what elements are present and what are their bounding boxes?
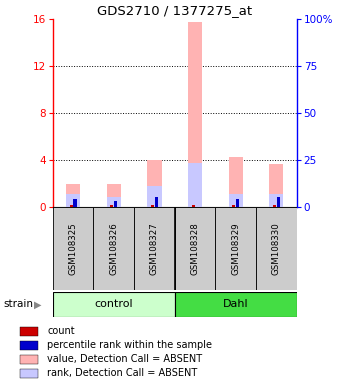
Text: GSM108330: GSM108330 <box>272 222 281 275</box>
Bar <box>216 207 256 290</box>
Bar <box>228 157 243 207</box>
Bar <box>20 355 38 364</box>
Bar <box>256 207 297 290</box>
Bar <box>228 194 243 207</box>
Text: Dahl: Dahl <box>223 299 249 310</box>
Bar <box>53 207 93 290</box>
Text: GSM108325: GSM108325 <box>69 222 78 275</box>
Bar <box>66 194 80 207</box>
Text: GSM108326: GSM108326 <box>109 222 118 275</box>
Bar <box>147 186 162 207</box>
Bar <box>269 194 283 207</box>
Bar <box>20 341 38 350</box>
Title: GDS2710 / 1377275_at: GDS2710 / 1377275_at <box>97 3 252 17</box>
Bar <box>74 199 77 207</box>
Bar <box>107 184 121 207</box>
Text: GSM108328: GSM108328 <box>191 222 199 275</box>
Text: GSM108329: GSM108329 <box>231 222 240 275</box>
Text: strain: strain <box>3 299 33 310</box>
Bar <box>20 327 38 336</box>
Bar <box>110 205 114 207</box>
Bar <box>273 205 276 207</box>
Bar <box>236 199 239 207</box>
Bar <box>175 207 216 290</box>
Text: percentile rank within the sample: percentile rank within the sample <box>47 340 212 350</box>
Bar <box>188 163 202 207</box>
Bar <box>134 207 175 290</box>
Bar <box>20 369 38 377</box>
Bar <box>188 22 202 207</box>
Bar <box>269 164 283 207</box>
Bar <box>147 161 162 207</box>
Bar <box>93 207 134 290</box>
Bar <box>70 205 73 207</box>
Bar <box>175 292 297 317</box>
Text: control: control <box>94 299 133 310</box>
Bar <box>107 197 121 207</box>
Bar <box>155 197 158 207</box>
Bar <box>66 184 80 207</box>
Text: ▶: ▶ <box>34 299 42 310</box>
Bar <box>151 205 154 207</box>
Text: value, Detection Call = ABSENT: value, Detection Call = ABSENT <box>47 354 203 364</box>
Text: rank, Detection Call = ABSENT: rank, Detection Call = ABSENT <box>47 368 197 378</box>
Bar <box>192 205 195 207</box>
Text: count: count <box>47 326 75 336</box>
Bar <box>114 202 117 207</box>
Bar <box>277 197 280 207</box>
Bar <box>53 292 175 317</box>
Text: GSM108327: GSM108327 <box>150 222 159 275</box>
Bar <box>232 205 235 207</box>
